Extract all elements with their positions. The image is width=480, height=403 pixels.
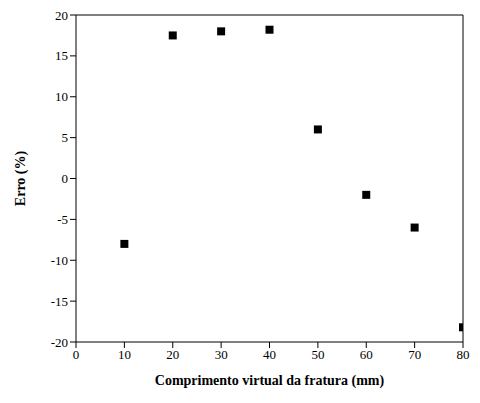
svg-text:15: 15: [55, 48, 68, 63]
svg-text:-5: -5: [57, 212, 68, 227]
svg-text:0: 0: [62, 171, 69, 186]
svg-text:10: 10: [118, 347, 131, 362]
svg-text:70: 70: [408, 347, 421, 362]
svg-text:10: 10: [55, 89, 68, 104]
svg-text:20: 20: [55, 8, 68, 23]
svg-text:-15: -15: [51, 294, 68, 309]
svg-text:50: 50: [311, 347, 324, 362]
svg-text:60: 60: [360, 347, 373, 362]
svg-text:Erro (%): Erro (%): [13, 150, 29, 206]
svg-text:40: 40: [263, 347, 276, 362]
svg-text:20: 20: [166, 347, 179, 362]
svg-text:-10: -10: [51, 253, 68, 268]
svg-text:80: 80: [457, 347, 470, 362]
svg-text:-20: -20: [51, 335, 68, 350]
svg-text:0: 0: [73, 347, 80, 362]
svg-text:5: 5: [62, 130, 69, 145]
svg-text:30: 30: [215, 347, 228, 362]
svg-text:Comprimento virtual da fratura: Comprimento virtual da fratura (mm): [155, 373, 385, 389]
